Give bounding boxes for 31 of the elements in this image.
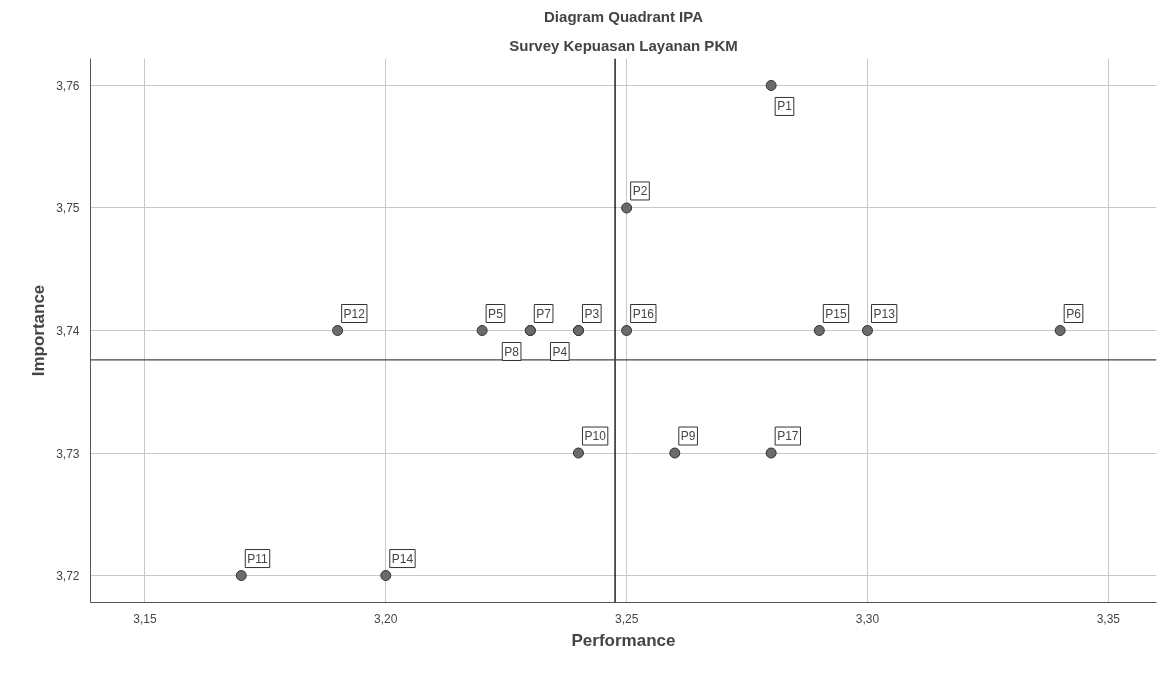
annotation: P15 — [825, 306, 847, 321]
chart-subtitle: Survey Kepuasan Layanan PKM — [509, 36, 738, 54]
x-tick-label: 3,20 — [374, 611, 398, 626]
annotation: P4 — [552, 344, 568, 359]
annotation: P10 — [584, 429, 607, 444]
annotation: P8 — [504, 344, 520, 359]
annotation: P17 — [777, 429, 799, 444]
annotation: P6 — [1066, 306, 1082, 321]
annotation: P2 — [632, 183, 648, 198]
annotation: P13 — [873, 306, 896, 321]
annotation: P16 — [632, 306, 655, 321]
y-tick-label: 3,74 — [56, 324, 80, 338]
x-tick-label: 3,15 — [133, 611, 157, 626]
annotation: P11 — [247, 551, 269, 566]
x-tick-label: 3,30 — [855, 611, 880, 626]
annotation: P3 — [584, 306, 600, 321]
y-tick-label: 3,76 — [56, 78, 80, 93]
x-tick-label: 3,25 — [614, 611, 639, 626]
annotation: P9 — [680, 429, 696, 444]
annotation: P12 — [343, 306, 366, 321]
y-tick-label: 3,73 — [56, 446, 80, 461]
y-tick-label: 3,72 — [56, 569, 80, 584]
annotation: P5 — [488, 306, 504, 321]
y-axis-title: Importance — [29, 284, 49, 377]
x-tick-label: 3,35 — [1096, 611, 1121, 626]
x-axis-title: Performance — [571, 630, 676, 650]
annotation: P7 — [536, 306, 552, 321]
y-tick-label: 3,75 — [56, 201, 80, 216]
annotation: P14 — [391, 551, 414, 566]
annotation: P1 — [777, 99, 793, 114]
chart-title: Diagram Quadrant IPA — [544, 7, 704, 25]
